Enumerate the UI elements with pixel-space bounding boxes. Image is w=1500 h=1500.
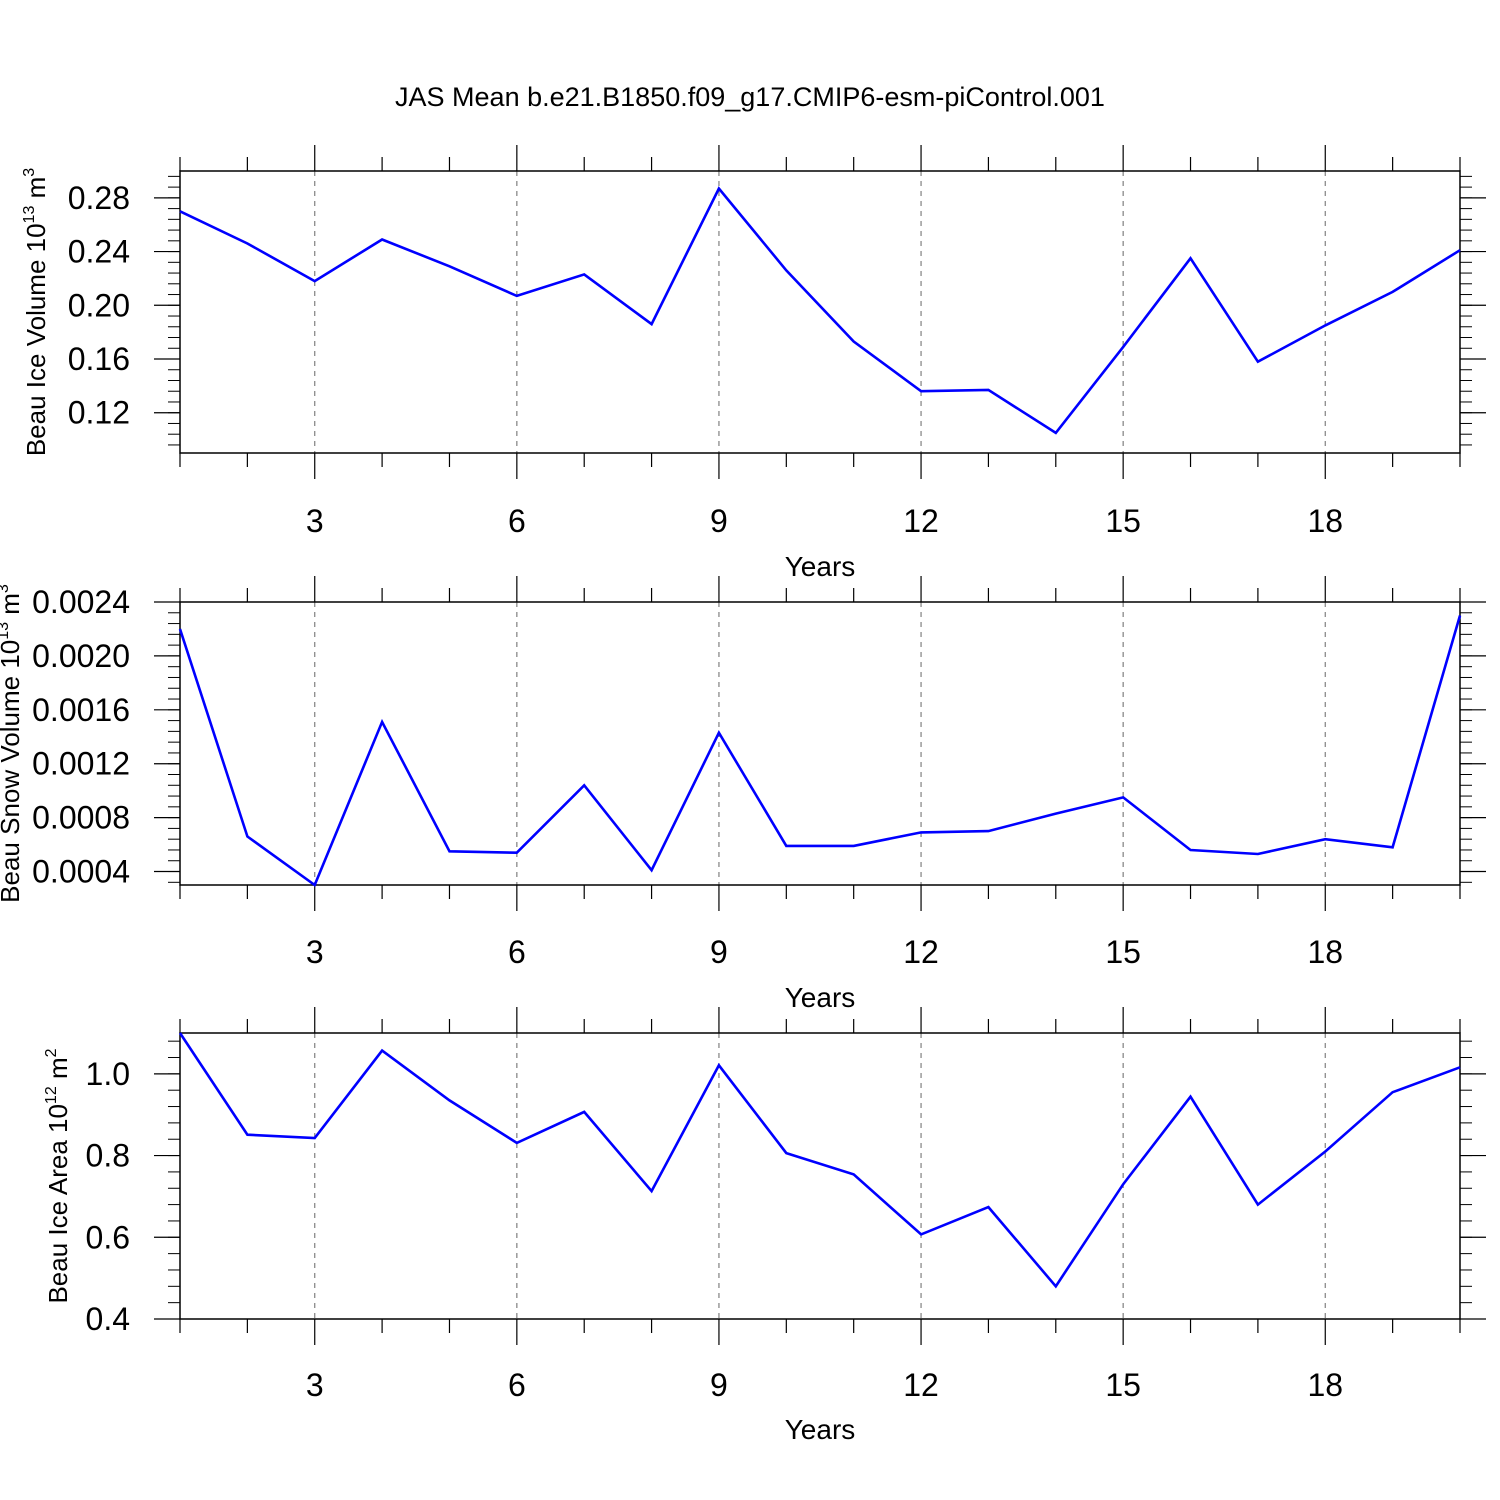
panel-snow-volume: 3 6 9 12 15 18 0.0004 0.0008 0.0012 0.0016 0.0020 0… — [0, 576, 1486, 1013]
x-axis-title: Years — [785, 1414, 856, 1445]
y-tick-label: 0.16 — [68, 341, 130, 377]
y-axis-title-unit: m — [21, 177, 51, 206]
plot-frame — [179, 1032, 1461, 1320]
y-axis-title-main: Beau Ice Area 10 — [43, 1104, 73, 1303]
y-tick-label: 0.0016 — [32, 692, 130, 728]
y-axis-title-unit-exponent: 3 — [21, 168, 38, 177]
x-tick-label: 3 — [306, 1367, 324, 1403]
y-tick-label: 1.0 — [86, 1056, 130, 1092]
x-tick-label: 15 — [1105, 503, 1141, 539]
x-tick-label: 3 — [306, 934, 324, 970]
y-tick-label: 0.0024 — [32, 584, 130, 620]
y-tick-label: 0.0012 — [32, 746, 130, 782]
chart-title: JAS Mean b.e21.B1850.f09_g17.CMIP6-esm-p… — [395, 82, 1105, 112]
x-tick-label: 9 — [710, 1367, 728, 1403]
y-axis-title-main: Beau Ice Volume 10 — [21, 223, 51, 456]
y-axis-title-exponent: 13 — [21, 206, 38, 224]
x-tick-label: 12 — [903, 1367, 939, 1403]
y-tick-label: 0.0020 — [32, 638, 130, 674]
x-tick-label: 12 — [903, 503, 939, 539]
y-axis-title-unit-exponent: 2 — [43, 1048, 60, 1057]
x-tick-label: 9 — [710, 934, 728, 970]
y-tick-label: 0.28 — [68, 180, 130, 216]
plot-frame — [179, 170, 1461, 454]
x-tick-label: 6 — [508, 934, 526, 970]
y-tick-label: 0.0008 — [32, 800, 130, 836]
y-tick-label: 0.8 — [86, 1138, 130, 1174]
series-line-ice-volume — [179, 186, 1461, 435]
y-tick-label: 0.4 — [86, 1301, 130, 1337]
plot-frame — [179, 601, 1461, 886]
x-tick-label: 15 — [1105, 1367, 1141, 1403]
y-axis-title: Beau Ice Area 1012 m2 — [43, 1048, 73, 1303]
x-tick-label: 6 — [508, 503, 526, 539]
x-tick-label: 15 — [1105, 934, 1141, 970]
y-axis-title-unit-exponent: 3 — [0, 584, 12, 593]
series-line-ice-area — [178, 1032, 1461, 1289]
y-axis-title-unit: m — [0, 593, 25, 622]
y-tick-label: 0.12 — [68, 395, 130, 431]
y-tick-label: 0.20 — [68, 287, 130, 323]
x-tick-label: 18 — [1307, 1367, 1343, 1403]
x-axis-title: Years — [785, 982, 856, 1013]
panel-ice-area: 3 6 9 12 15 18 0.4 0.6 0.8 1.0 Years Beau Ice Area … — [43, 1007, 1486, 1445]
x-tick-label: 18 — [1307, 934, 1343, 970]
x-tick-label: 3 — [306, 503, 324, 539]
series-line-snow-volume — [178, 615, 1462, 888]
x-tick-label: 18 — [1307, 503, 1343, 539]
y-axis-title-unit: m — [43, 1057, 73, 1086]
y-tick-label: 0.24 — [68, 234, 130, 270]
chart-panels: 3 6 9 12 15 18 0.12 0.16 0.20 0.24 0.28 Years Beau I… — [0, 145, 1486, 1445]
panel-ice-volume: 3 6 9 12 15 18 0.12 0.16 0.20 0.24 0.28 Years Beau I… — [21, 145, 1486, 582]
y-axis-title-exponent: 13 — [0, 622, 12, 640]
y-axis-title: Beau Ice Volume 1013 m3 — [21, 168, 51, 456]
y-axis-title-exponent: 12 — [43, 1086, 60, 1104]
y-tick-label: 0.0004 — [32, 854, 130, 890]
x-tick-label: 6 — [508, 1367, 526, 1403]
x-axis-title: Years — [785, 551, 856, 582]
y-axis-title: Beau Snow Volume 1013 m3 — [0, 584, 25, 903]
y-tick-label: 0.6 — [86, 1219, 130, 1255]
x-tick-label: 9 — [710, 503, 728, 539]
x-tick-label: 12 — [903, 934, 939, 970]
y-axis-title-main: Beau Snow Volume 10 — [0, 640, 25, 903]
